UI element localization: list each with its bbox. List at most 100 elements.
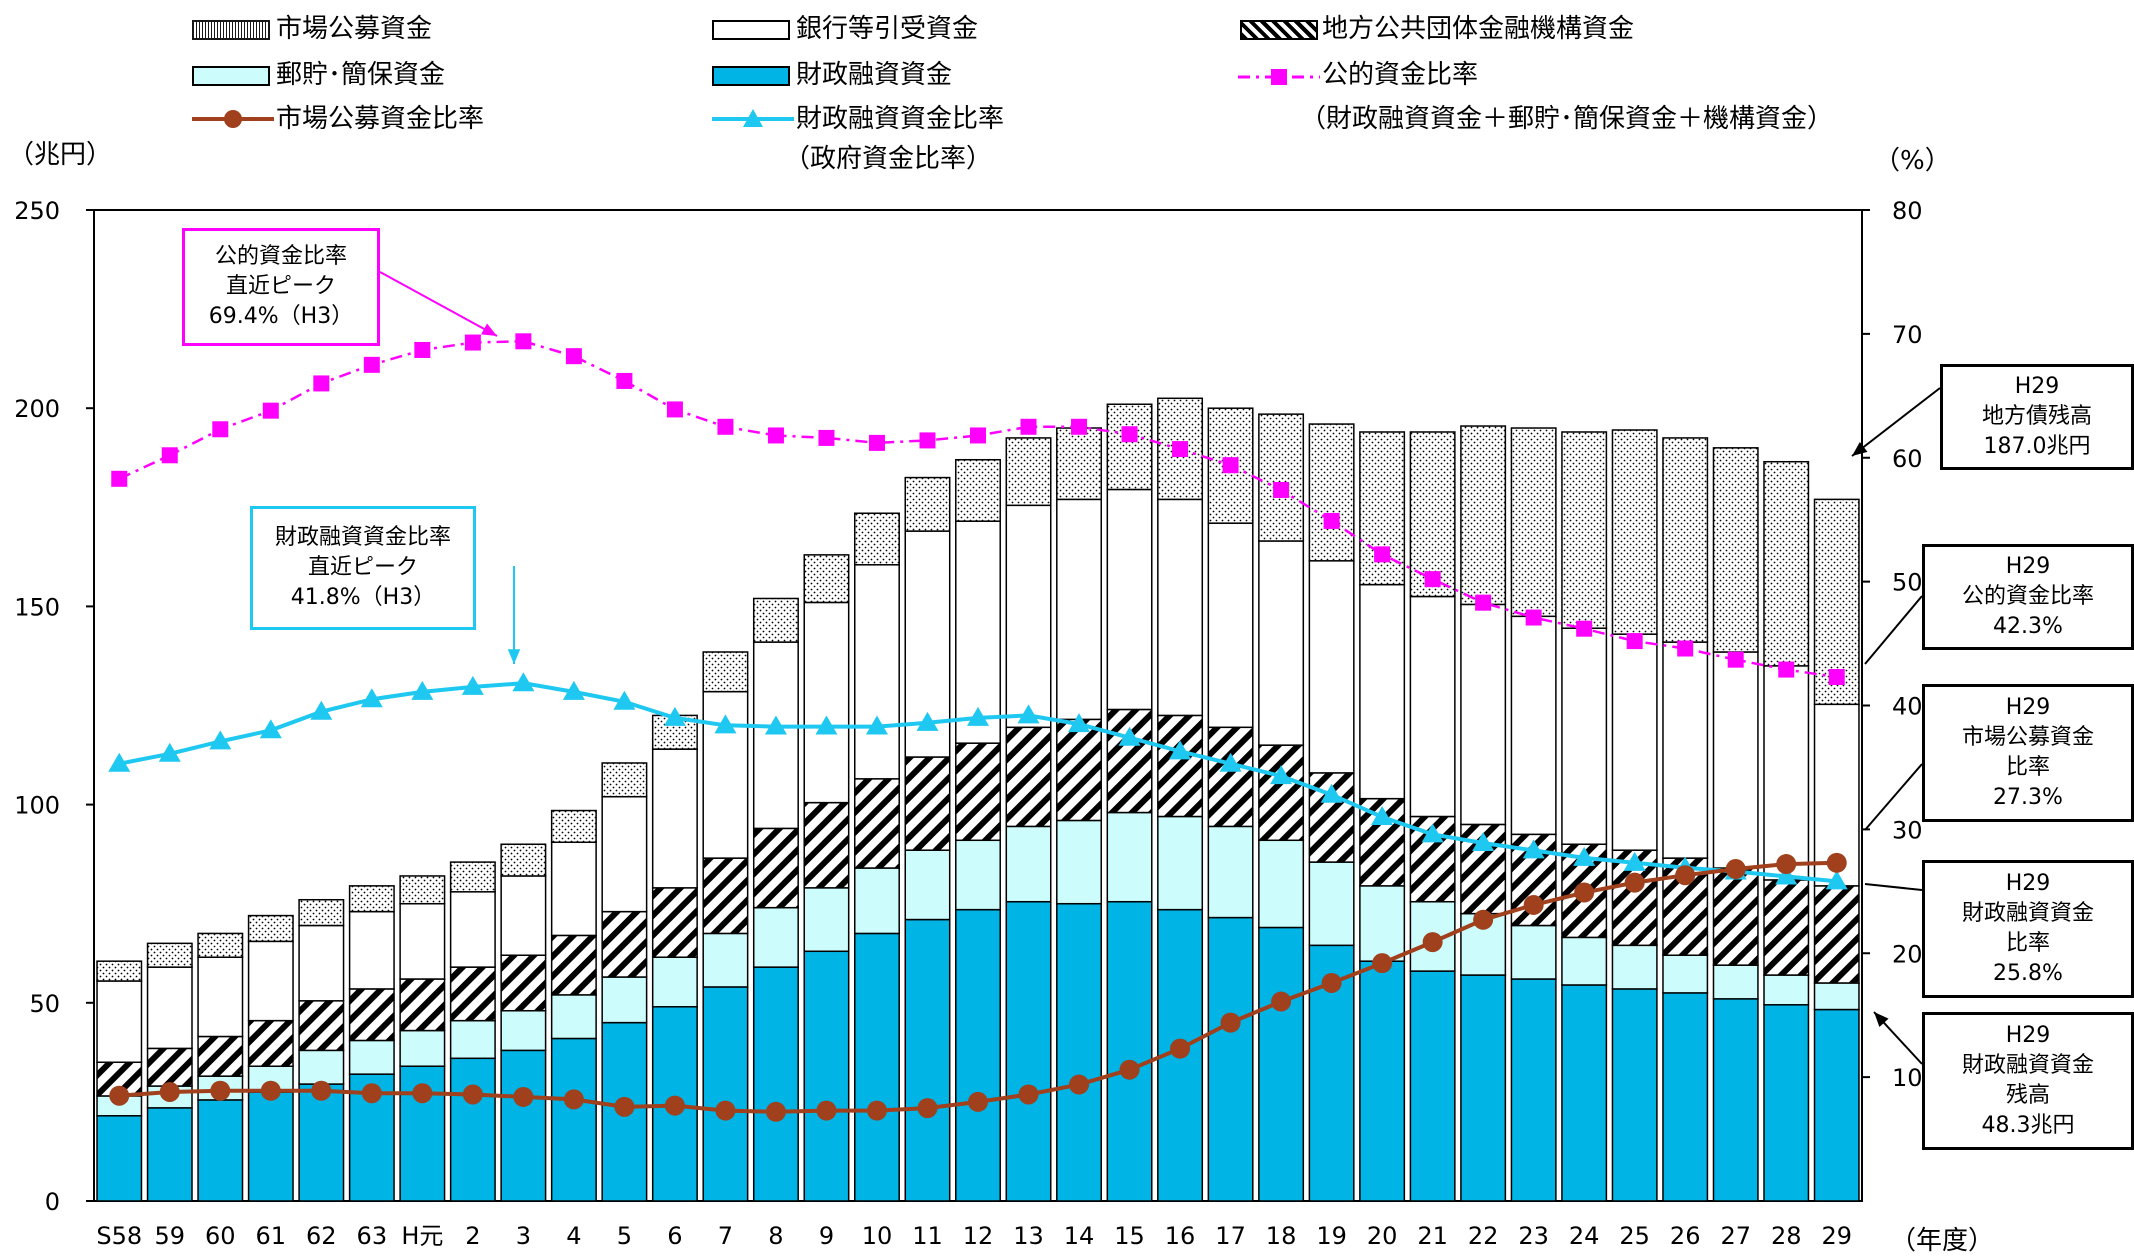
marker-public-ratio: [919, 432, 936, 449]
peak-fiscal-line3: 41.8%（H3）: [290, 585, 436, 610]
bar-local-agency: [449, 966, 496, 1022]
marker-public-ratio: [161, 447, 178, 464]
marker-fiscal-ratio: [259, 719, 282, 739]
x-tick-label: 11: [912, 1222, 943, 1250]
bar-bank: [399, 902, 446, 980]
bar-market: [803, 554, 850, 604]
marker-fiscal-ratio: [663, 706, 686, 726]
x-tick-label: 28: [1771, 1222, 1802, 1250]
bar-postal: [853, 867, 900, 935]
bar-postal: [1662, 954, 1709, 994]
marker-market-ratio: [1725, 859, 1746, 880]
bar-fiscal: [1207, 916, 1254, 1202]
marker-market-ratio: [1422, 932, 1443, 953]
x-tick-label: 15: [1114, 1222, 1145, 1250]
marker-market-ratio: [563, 1089, 584, 1110]
callout-fiscal-balance-line3: 残高: [2005, 1083, 2050, 1108]
leader-public-ratio: [1864, 595, 1923, 665]
bar-postal: [500, 1009, 547, 1052]
marker-public-ratio: [212, 421, 229, 438]
bar-fiscal: [955, 908, 1001, 1202]
marker-fiscal-ratio: [1573, 846, 1596, 866]
marker-market-ratio: [1119, 1059, 1140, 1080]
marker-public-ratio: [1677, 640, 1694, 657]
bar-postal: [1258, 839, 1305, 929]
marker-public-ratio: [1475, 594, 1492, 611]
bar-bank: [853, 564, 900, 780]
marker-market-ratio: [412, 1083, 433, 1104]
marker-fiscal-ratio: [1118, 726, 1141, 746]
callout-fiscal-balance-line2: 財政融資資金: [1961, 1053, 2094, 1078]
bar-market: [247, 914, 294, 943]
marker-fiscal-ratio: [1522, 839, 1545, 859]
marker-market-ratio: [1776, 854, 1797, 875]
bar-market: [1409, 431, 1456, 598]
bar-market: [702, 651, 749, 693]
legend-note-public-ratio: （財政融資資金＋郵貯･簡保資金＋機構資金）: [1300, 104, 1834, 134]
marker-public-ratio: [1121, 426, 1138, 443]
marker-public-ratio: [616, 372, 633, 389]
right-tick-label: 40: [1892, 693, 1923, 721]
x-tick-label: 23: [1518, 1222, 1549, 1250]
x-tick-label: 60: [205, 1222, 236, 1250]
left-tick-label: 200: [14, 395, 60, 423]
callout-h29-public-ratio: H29 公的資金比率 42.3%: [1922, 544, 2134, 650]
marker-public-ratio: [464, 334, 481, 351]
bar-local-agency: [500, 954, 547, 1012]
marker-fiscal-ratio: [1825, 870, 1848, 890]
marker-fiscal-ratio: [1068, 713, 1091, 733]
bar-fiscal: [1662, 992, 1709, 1202]
bar-postal: [1712, 964, 1759, 1000]
marker-market-ratio: [816, 1100, 837, 1121]
marker-fiscal-ratio: [512, 672, 535, 692]
bar-bank: [955, 520, 1001, 744]
marker-public-ratio: [565, 348, 582, 365]
bar-postal: [904, 849, 951, 921]
bar-fiscal: [1712, 998, 1759, 1202]
marker-market-ratio: [109, 1085, 130, 1106]
marker-fiscal-ratio: [1421, 823, 1444, 843]
x-tick-label: 22: [1468, 1222, 1499, 1250]
bar-fiscal: [146, 1107, 193, 1202]
callout-local-debt-line2: 地方債残高: [1981, 404, 2092, 429]
x-tick-label: 6: [667, 1222, 682, 1250]
bar-fiscal: [904, 918, 951, 1202]
x-tick-label: 2: [465, 1222, 480, 1250]
legend-label-market-ratio: 市場公募資金比率: [276, 104, 485, 134]
bar-bank: [1308, 560, 1355, 774]
left-tick-label: 0: [45, 1188, 60, 1216]
bar-bank: [1207, 522, 1254, 729]
bar-postal: [702, 932, 749, 988]
lines-layer: [108, 333, 1848, 1122]
legend-swatch-bank: [712, 20, 790, 40]
bar-bank: [1409, 595, 1456, 818]
callout-fiscal-ratio-line4: 25.8%: [1993, 961, 2063, 986]
x-tick-label: 4: [566, 1222, 581, 1250]
marker-market-ratio: [1170, 1038, 1191, 1059]
bar-postal: [1308, 861, 1355, 947]
line-public-ratio: [118, 340, 1837, 679]
callout-market-ratio-line4: 27.3%: [1993, 785, 2063, 810]
marker-public-ratio: [767, 427, 784, 444]
marker-public-ratio: [818, 429, 835, 446]
bar-fiscal: [702, 986, 749, 1202]
bar-fiscal: [197, 1099, 244, 1202]
x-tick-label: 24: [1569, 1222, 1600, 1250]
callout-fiscal-ratio-line1: H29: [2005, 871, 2051, 896]
callout-public-ratio-line1: H29: [2005, 554, 2051, 579]
marker-public-ratio: [1020, 418, 1037, 435]
legend-label-fiscal-ratio: 財政融資資金比率: [796, 104, 1005, 134]
peak-public-line1: 公的資金比率: [214, 244, 347, 269]
x-tick-label: 25: [1619, 1222, 1650, 1250]
marker-public-ratio: [1323, 512, 1340, 529]
x-tick-label: 12: [963, 1222, 994, 1250]
marker-market-ratio: [1675, 865, 1696, 886]
bar-fiscal: [298, 1083, 345, 1202]
bar-fiscal: [1460, 974, 1507, 1202]
legend-label-bank: 銀行等引受資金: [796, 14, 979, 44]
bar-bank: [1258, 540, 1305, 746]
legend-label-market: 市場公募資金: [276, 14, 433, 44]
marker-market-ratio: [1473, 909, 1494, 930]
bar-postal: [1207, 825, 1254, 919]
bar-local-agency: [1157, 714, 1204, 818]
